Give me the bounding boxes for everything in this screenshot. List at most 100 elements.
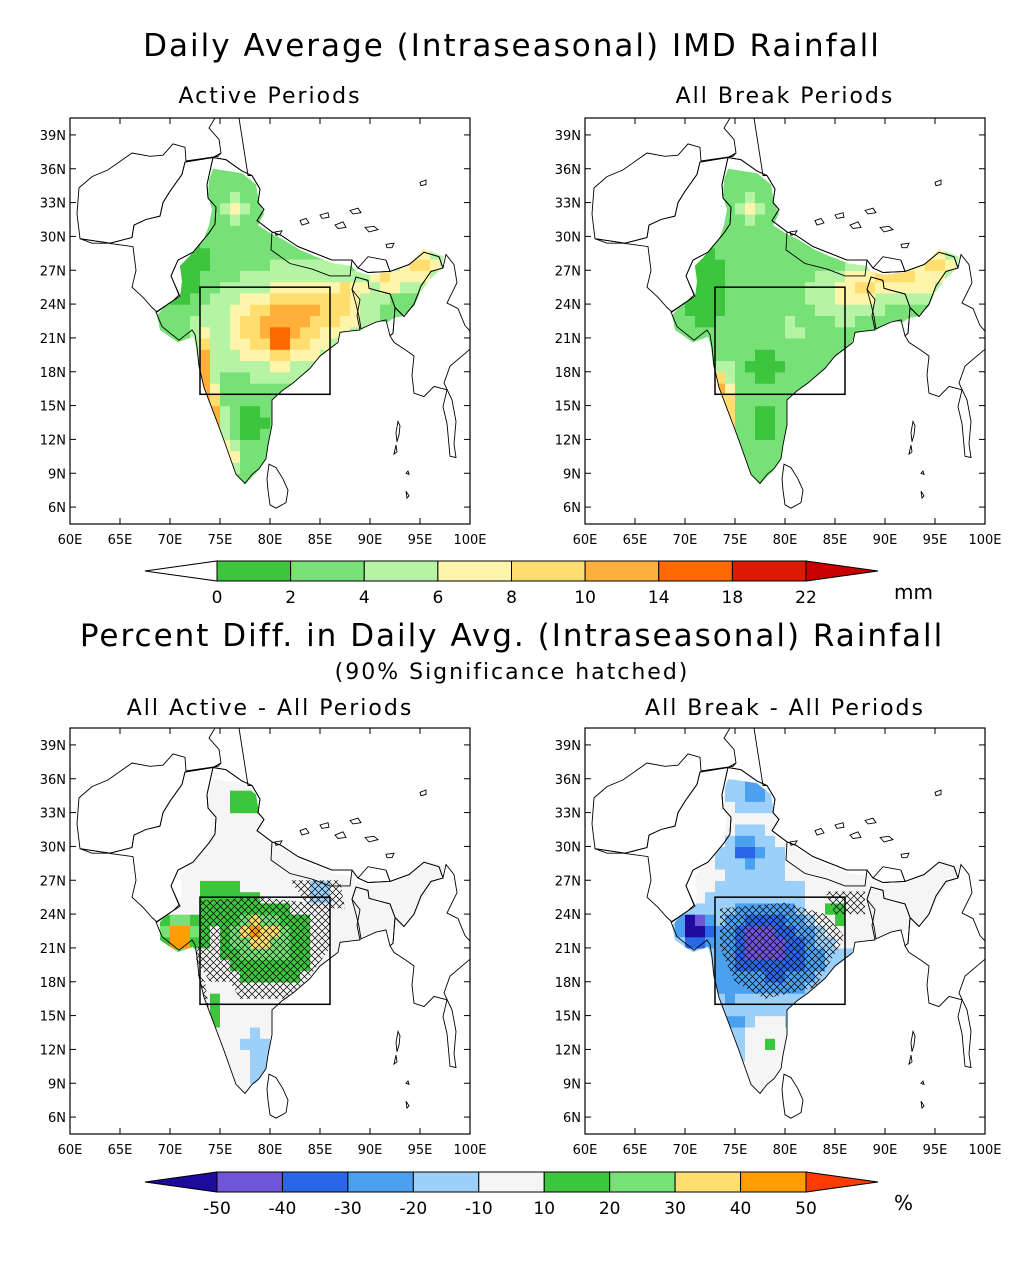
colorbar-tick: 50 [795, 1199, 817, 1219]
lat-tick-label: 33N [555, 807, 581, 822]
lon-tick-label: 95E [923, 533, 948, 548]
lat-tick-label: 9N [563, 467, 581, 482]
lon-tick-label: 70E [673, 533, 698, 548]
lat-tick-label: 9N [48, 467, 66, 482]
colorbar-arrow-high [805, 1171, 879, 1193]
lat-tick-label: 6N [48, 501, 66, 516]
colorbar-swatch [584, 560, 660, 582]
top-title: Daily Average (Intraseasonal) IMD Rainfa… [143, 28, 881, 64]
lon-tick-label: 95E [923, 1143, 948, 1158]
map-axes: 60E 65E 70E 75E 80E 85E 90E 95E 100E 39N 36N 33N 30N… [555, 728, 1002, 1158]
map-axes: 60E 65E 70E 75E 80E 85E 90E 95E 100E 39N 36N 33N 30N… [40, 118, 487, 548]
analysis-box [714, 896, 846, 1006]
lon-tick-label: 70E [673, 1143, 698, 1158]
lon-tick-label: 90E [358, 1143, 383, 1158]
bottom-subtitle: (90% Significance hatched) [334, 660, 690, 685]
lat-tick-label: 33N [40, 807, 66, 822]
lon-tick-label: 85E [823, 533, 848, 548]
analysis-box [199, 286, 331, 396]
lat-tick-label: 6N [48, 1111, 66, 1126]
map-active: 60E 65E 70E 75E 80E 85E 90E 95E 100E 39N 36N 33N 30N… [40, 117, 487, 548]
lon-tick-label: 60E [573, 1143, 598, 1158]
lat-tick-label: 36N [555, 163, 581, 178]
colorbar-tick: 40 [730, 1199, 752, 1219]
panel-title-break-diff: All Break - All Periods [645, 696, 925, 721]
analysis-box [714, 286, 846, 396]
colorbar-arrow-high [805, 560, 879, 582]
lat-tick-label: 12N [40, 1043, 66, 1058]
lat-tick-label: 39N [40, 129, 66, 144]
bottom-title: Percent Diff. in Daily Avg. (Intraseason… [79, 618, 945, 654]
lon-tick-label: 100E [453, 1143, 486, 1158]
panel-title-break: All Break Periods [675, 84, 895, 109]
lon-tick-label: 60E [573, 533, 598, 548]
country-borders [591, 118, 985, 509]
lon-tick-label: 95E [408, 533, 433, 548]
colorbar-tick: 6 [432, 588, 443, 608]
colorbar-tick: -50 [203, 1199, 231, 1219]
lon-tick-label: 85E [308, 533, 333, 548]
colorbar-swatch [658, 560, 733, 582]
lon-tick-label: 75E [723, 533, 748, 548]
lat-tick-label: 18N [555, 976, 581, 991]
lat-tick-label: 24N [555, 298, 581, 313]
colorbar-tick: 14 [648, 588, 670, 608]
lat-tick-label: 18N [40, 366, 66, 381]
lon-tick-label: 100E [968, 1143, 1001, 1158]
colorbar-swatch [412, 1171, 480, 1193]
lat-tick-label: 15N [555, 1010, 581, 1025]
map-axes: 60E 65E 70E 75E 80E 85E 90E 95E 100E 39N 36N 33N 30N… [40, 728, 487, 1158]
lat-tick-label: 36N [555, 773, 581, 788]
colorbar-swatch [281, 1171, 349, 1193]
colorbar-tick: 20 [599, 1199, 621, 1219]
lat-tick-label: 36N [40, 773, 66, 788]
lat-tick-label: 9N [48, 1077, 66, 1092]
lat-tick-label: 24N [40, 908, 66, 923]
lat-tick-label: 18N [40, 976, 66, 991]
lat-tick-label: 30N [40, 230, 66, 245]
lat-tick-label: 12N [555, 433, 581, 448]
lat-tick-label: 12N [555, 1043, 581, 1058]
colorbar-swatch [478, 1171, 545, 1193]
lon-tick-label: 85E [823, 1143, 848, 1158]
lon-tick-label: 70E [158, 533, 183, 548]
lat-tick-label: 21N [555, 332, 581, 347]
map-axes: 60E 65E 70E 75E 80E 85E 90E 95E 100E 39N 36N 33N 30N… [555, 118, 1002, 548]
lat-tick-label: 12N [40, 433, 66, 448]
colorbar-tick: 30 [664, 1199, 686, 1219]
colorbar-tick: 22 [795, 588, 817, 608]
lat-tick-label: 6N [563, 1111, 581, 1126]
lat-tick-label: 18N [555, 366, 581, 381]
panel-title-active: Active Periods [178, 84, 362, 109]
colorbar-tick: 10 [533, 1199, 555, 1219]
lon-tick-label: 75E [723, 1143, 748, 1158]
analysis-box [199, 896, 331, 1006]
colorbar-swatch [740, 1171, 807, 1193]
colorbar-arrow-low [144, 560, 218, 582]
colorbar-tick: 2 [285, 588, 296, 608]
lon-tick-label: 75E [208, 533, 233, 548]
lon-tick-label: 100E [453, 533, 486, 548]
colorbar-swatch [216, 1171, 283, 1193]
colorbar-swatch [511, 560, 586, 582]
lat-tick-label: 15N [555, 400, 581, 415]
map-break: 60E 65E 70E 75E 80E 85E 90E 95E 100E 39N 36N 33N 30N… [555, 117, 1002, 548]
lon-tick-label: 75E [208, 1143, 233, 1158]
lon-tick-label: 60E [58, 1143, 83, 1158]
colorbar-tick: -20 [399, 1199, 427, 1219]
colorbar-swatch [731, 560, 807, 582]
lat-tick-label: 24N [555, 908, 581, 923]
colorbar-unit: % [894, 1191, 913, 1215]
lat-tick-label: 33N [40, 197, 66, 212]
lat-tick-label: 6N [563, 501, 581, 516]
colorbar-tick: 8 [506, 588, 517, 608]
lat-tick-label: 33N [555, 197, 581, 212]
colorbar-tick: 18 [722, 588, 744, 608]
lon-tick-label: 85E [308, 1143, 333, 1158]
lon-tick-label: 65E [108, 1143, 133, 1158]
lat-tick-label: 30N [40, 840, 66, 855]
lon-tick-label: 70E [158, 1143, 183, 1158]
colorbar-swatch [674, 1171, 742, 1193]
lat-tick-label: 21N [40, 332, 66, 347]
